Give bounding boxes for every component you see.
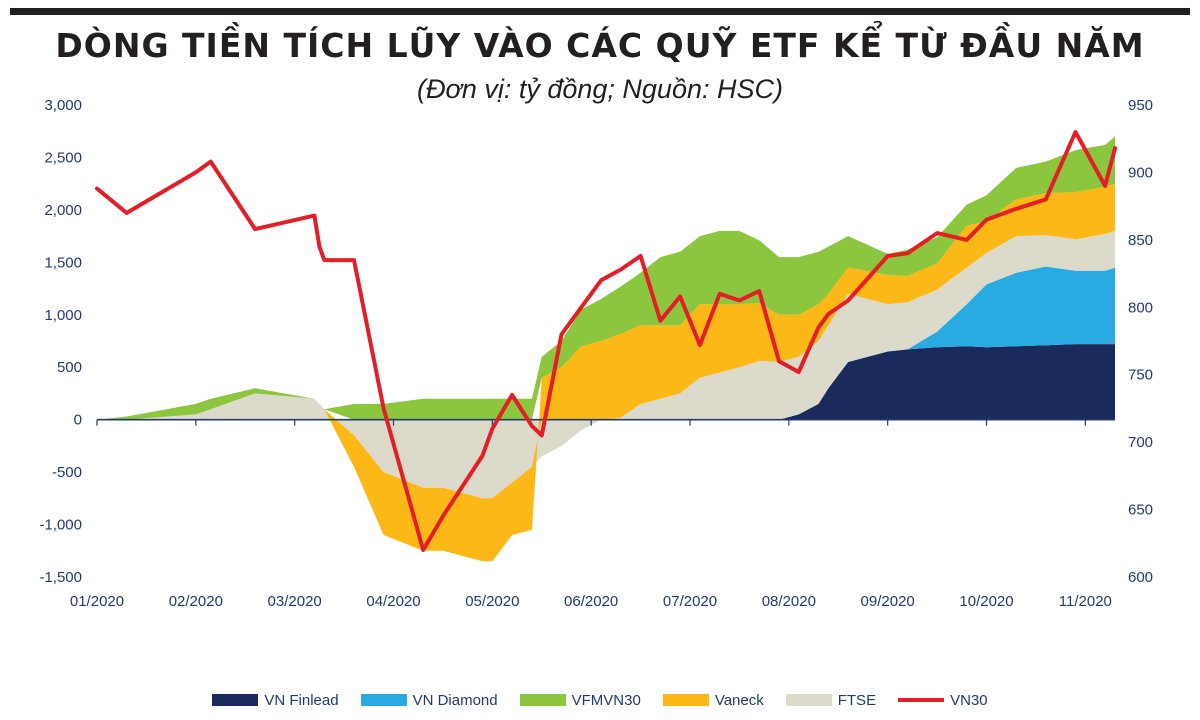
x-tick-label: 11/2020 — [1059, 593, 1112, 610]
chart-axes — [96, 418, 1115, 426]
x-tick-label: 02/2020 — [169, 593, 223, 610]
line-series — [95, 130, 1117, 552]
x-tick-label: 08/2020 — [762, 593, 816, 610]
tick-labels: 3,000 2,500 2,000 1,500 1,000 500 0 -500 -1,000 -… — [39, 97, 1153, 610]
legend-item-ftse: FTSE — [785, 691, 877, 709]
y-right-tick-label: 600 — [1128, 569, 1153, 586]
x-tick-label: 09/2020 — [861, 593, 915, 610]
x-tick-label: 01/2020 — [70, 593, 124, 610]
legend-label: Vaneck — [714, 691, 764, 709]
legend-item-vn-diamond: VN Diamond — [360, 691, 498, 709]
chart-title: DÒNG TIỀN TÍCH LŨY VÀO CÁC QUỸ ETF KỂ TỪ… — [55, 26, 1145, 65]
x-tick-label: 03/2020 — [268, 593, 322, 610]
x-tick-label: 10/2020 — [959, 593, 1013, 610]
line-vn30 — [95, 130, 1117, 552]
y-left-tick-label: -1,000 — [39, 517, 82, 534]
y-left-tick-label: 0 — [74, 412, 82, 429]
y-left-tick-label: 2,500 — [44, 149, 82, 166]
area-vaneck — [97, 183, 1115, 562]
legend-item-vn-finlead: VN Finlead — [212, 691, 339, 709]
y-left-tick-label: 1,500 — [44, 254, 82, 271]
legend-item-vn30: VN30 — [898, 692, 988, 709]
y-left-tick-label: 500 — [57, 359, 82, 376]
y-right-tick-label: 700 — [1128, 434, 1153, 451]
legend-item-vaneck: Vaneck — [662, 691, 764, 709]
y-right-tick-label: 650 — [1128, 502, 1153, 519]
legend-swatch — [212, 694, 259, 706]
y-left-tick-label: -1,500 — [39, 569, 82, 586]
x-tick-label: 06/2020 — [564, 593, 618, 610]
top-rule — [10, 8, 1190, 15]
y-right-tick-label: 950 — [1128, 97, 1153, 114]
legend-label: VN Diamond — [412, 691, 498, 709]
y-right-tick-label: 850 — [1128, 232, 1153, 249]
legend-label: FTSE — [837, 691, 877, 709]
legend-label: VN30 — [950, 691, 988, 709]
legend-swatch — [519, 694, 566, 706]
x-tick-label: 05/2020 — [465, 593, 519, 610]
y-right-tick-label: 800 — [1128, 299, 1153, 316]
y-left-tick-label: 3,000 — [44, 97, 82, 114]
legend-swatch — [360, 694, 407, 706]
legend-label: VFMVN30 — [571, 691, 641, 709]
chart-subtitle: (Đơn vị: tỷ đồng; Nguồn: HSC) — [417, 74, 783, 104]
y-right-tick-label: 900 — [1128, 164, 1153, 181]
y-left-tick-label: 2,000 — [44, 202, 82, 219]
legend-label: VN Finlead — [264, 691, 339, 709]
legend-swatch — [785, 694, 832, 706]
area-vn-diamond — [97, 266, 1115, 420]
legend-item-vfmvn30: VFMVN30 — [519, 691, 641, 709]
y-left-tick-label: 1,000 — [44, 307, 82, 324]
area-ftse — [97, 230, 1115, 499]
area-vn-finlead — [97, 344, 1115, 420]
x-tick-label: 04/2020 — [366, 593, 420, 610]
legend-swatch — [898, 698, 945, 702]
chart-legend: VN Finlead VN Diamond VFMVN30 Vaneck FTSE VN3… — [0, 688, 1200, 712]
y-right-tick-label: 750 — [1128, 367, 1153, 384]
legend-swatch — [662, 694, 709, 706]
x-tick-label: 07/2020 — [663, 593, 717, 610]
stacked-areas — [97, 136, 1115, 562]
y-left-tick-label: -500 — [52, 464, 82, 481]
